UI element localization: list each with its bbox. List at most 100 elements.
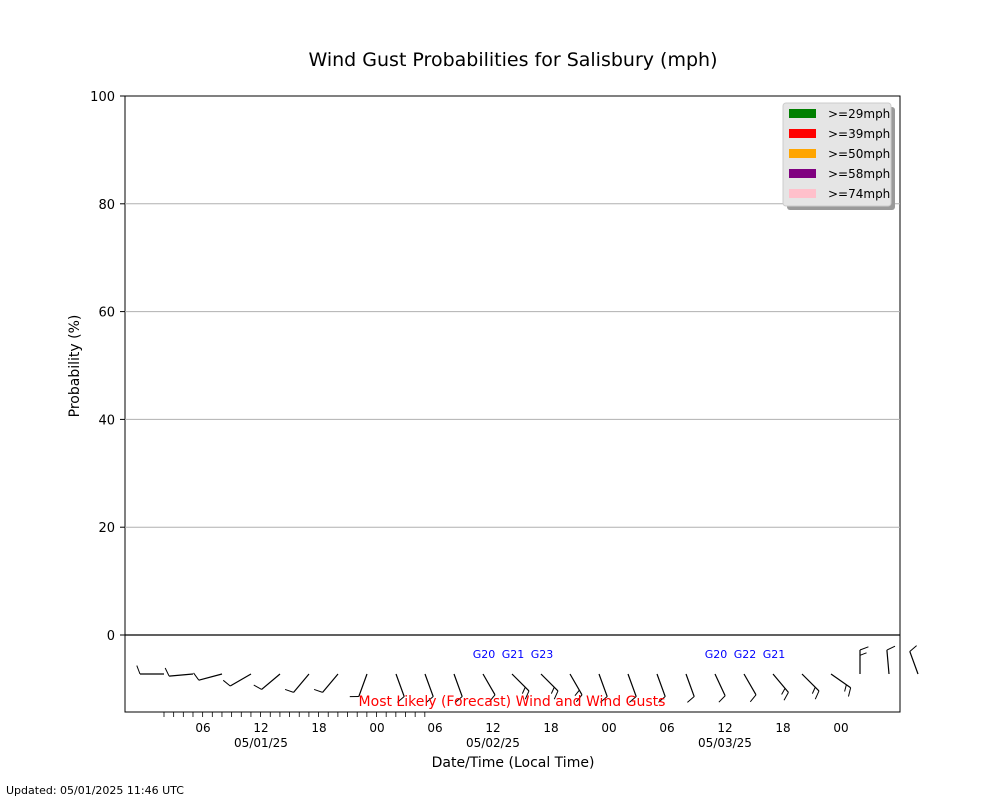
wind-barb-flag xyxy=(811,687,816,694)
gust-label: G21 xyxy=(502,648,525,661)
updated-timestamp: Updated: 05/01/2025 11:46 UTC xyxy=(6,784,184,797)
wind-barb-flag xyxy=(783,692,789,701)
legend: >=29mph >=39mph >=50mph >=58mph >=74mph xyxy=(782,102,895,210)
x-tick-label: 18 xyxy=(543,721,558,735)
wind-barb xyxy=(229,673,252,687)
x-tick-label: 06 xyxy=(659,721,674,735)
x-tick-label: 06 xyxy=(427,721,442,735)
x-tick-label: 12 xyxy=(485,721,500,735)
wind-barb-flag xyxy=(253,684,262,690)
forecast-label: Most Likely (Forecast) Wind and Wind Gus… xyxy=(359,694,666,710)
wind-barb xyxy=(685,673,695,697)
y-tick-label: 100 xyxy=(90,90,115,105)
gust-labels: G20 G21 G23 G20 G22 G21 xyxy=(473,648,786,661)
y-tick-label: 40 xyxy=(98,413,115,428)
wind-barb-flag xyxy=(284,688,294,693)
y-tick-label: 20 xyxy=(98,521,115,536)
grid-lines xyxy=(125,203,900,528)
wind-barb-flag xyxy=(193,672,200,681)
wind-barb-flag xyxy=(397,696,405,703)
wind-barb-flag xyxy=(313,688,323,693)
legend-swatch xyxy=(789,189,816,198)
wind-barb-flag xyxy=(859,652,867,656)
wind-barb-flag xyxy=(164,667,170,677)
y-tick-label: 80 xyxy=(98,198,115,213)
y-tick-label: 60 xyxy=(98,306,115,321)
x-tick-label: 18 xyxy=(311,721,326,735)
wind-barb-flag xyxy=(574,689,580,696)
wind-barb-flag xyxy=(814,690,820,700)
x-tick-label: 12 xyxy=(717,721,732,735)
wind-barb xyxy=(395,673,405,697)
wind-barb xyxy=(169,673,194,677)
gust-label: G22 xyxy=(734,648,757,661)
legend-label: >=58mph xyxy=(828,167,890,181)
wind-barbs xyxy=(136,645,919,703)
wind-barb-flag xyxy=(909,645,917,652)
wind-barb xyxy=(511,673,530,692)
wind-barb-flag xyxy=(718,695,726,703)
wind-barb xyxy=(453,673,463,697)
wind-barb-flag xyxy=(455,696,463,703)
wind-barb-flag xyxy=(488,694,496,703)
wind-barb xyxy=(261,673,281,690)
wind-barb xyxy=(772,673,789,693)
x-tick-label: 00 xyxy=(833,721,848,735)
gust-label: G23 xyxy=(531,648,554,661)
wind-barb xyxy=(656,673,666,697)
wind-barb xyxy=(358,673,368,697)
wind-barb-flag xyxy=(886,645,896,651)
legend-items: >=29mph >=39mph >=50mph >=58mph >=74mph xyxy=(789,107,890,201)
x-tick-label: 12 xyxy=(253,721,268,735)
wind-barb-flag xyxy=(687,696,695,703)
wind-barb xyxy=(909,651,919,675)
wind-barb xyxy=(293,673,310,693)
wind-barb-flag xyxy=(222,679,231,687)
wind-barb-flag xyxy=(426,696,434,703)
x-tick-date-label: 05/02/25 xyxy=(466,736,520,750)
legend-box xyxy=(782,102,892,207)
wind-barb-flag xyxy=(550,687,555,694)
gust-label: G20 xyxy=(473,648,496,661)
wind-barb-flag xyxy=(781,688,786,695)
wind-barb-flag xyxy=(553,690,559,700)
y-axis-label: Probability (%) xyxy=(67,315,83,418)
x-tick-label: 00 xyxy=(601,721,616,735)
x-tick-date-label: 05/01/25 xyxy=(234,736,288,750)
legend-label: >=39mph xyxy=(828,127,890,141)
wind-barb xyxy=(743,673,757,696)
x-tick-date-label: 05/03/25 xyxy=(698,736,752,750)
wind-barb xyxy=(830,673,852,689)
y-axis-ticks: 100 80 60 40 20 0 xyxy=(90,90,125,644)
legend-swatch xyxy=(789,109,816,118)
legend-swatch xyxy=(789,149,816,158)
gust-label: G20 xyxy=(705,648,728,661)
legend-swatch xyxy=(789,129,816,138)
wind-barb xyxy=(198,673,223,681)
wind-barb xyxy=(801,673,820,692)
legend-swatch xyxy=(789,169,816,178)
legend-label: >=74mph xyxy=(828,187,890,201)
chart-title: Wind Gust Probabilities for Salisbury (m… xyxy=(308,49,717,71)
wind-barb-flag xyxy=(600,696,608,703)
wind-barb xyxy=(540,673,559,692)
wind-barb-flag xyxy=(524,690,530,700)
gust-label: G21 xyxy=(763,648,786,661)
wind-barb xyxy=(569,673,583,696)
wind-barb xyxy=(714,673,726,697)
wind-barb-flag xyxy=(847,687,852,697)
wind-barb-flag xyxy=(629,696,637,703)
wind-barb xyxy=(886,650,890,675)
wind-barb xyxy=(598,673,608,697)
x-tick-label: 06 xyxy=(195,721,210,735)
legend-label: >=50mph xyxy=(828,147,890,161)
wind-barb xyxy=(424,673,434,697)
wind-barb xyxy=(482,673,496,696)
legend-label: >=29mph xyxy=(828,107,890,121)
x-tick-label: 18 xyxy=(775,721,790,735)
wind-barb-flag xyxy=(749,694,757,703)
x-axis-label: Date/Time (Local Time) xyxy=(432,755,595,771)
